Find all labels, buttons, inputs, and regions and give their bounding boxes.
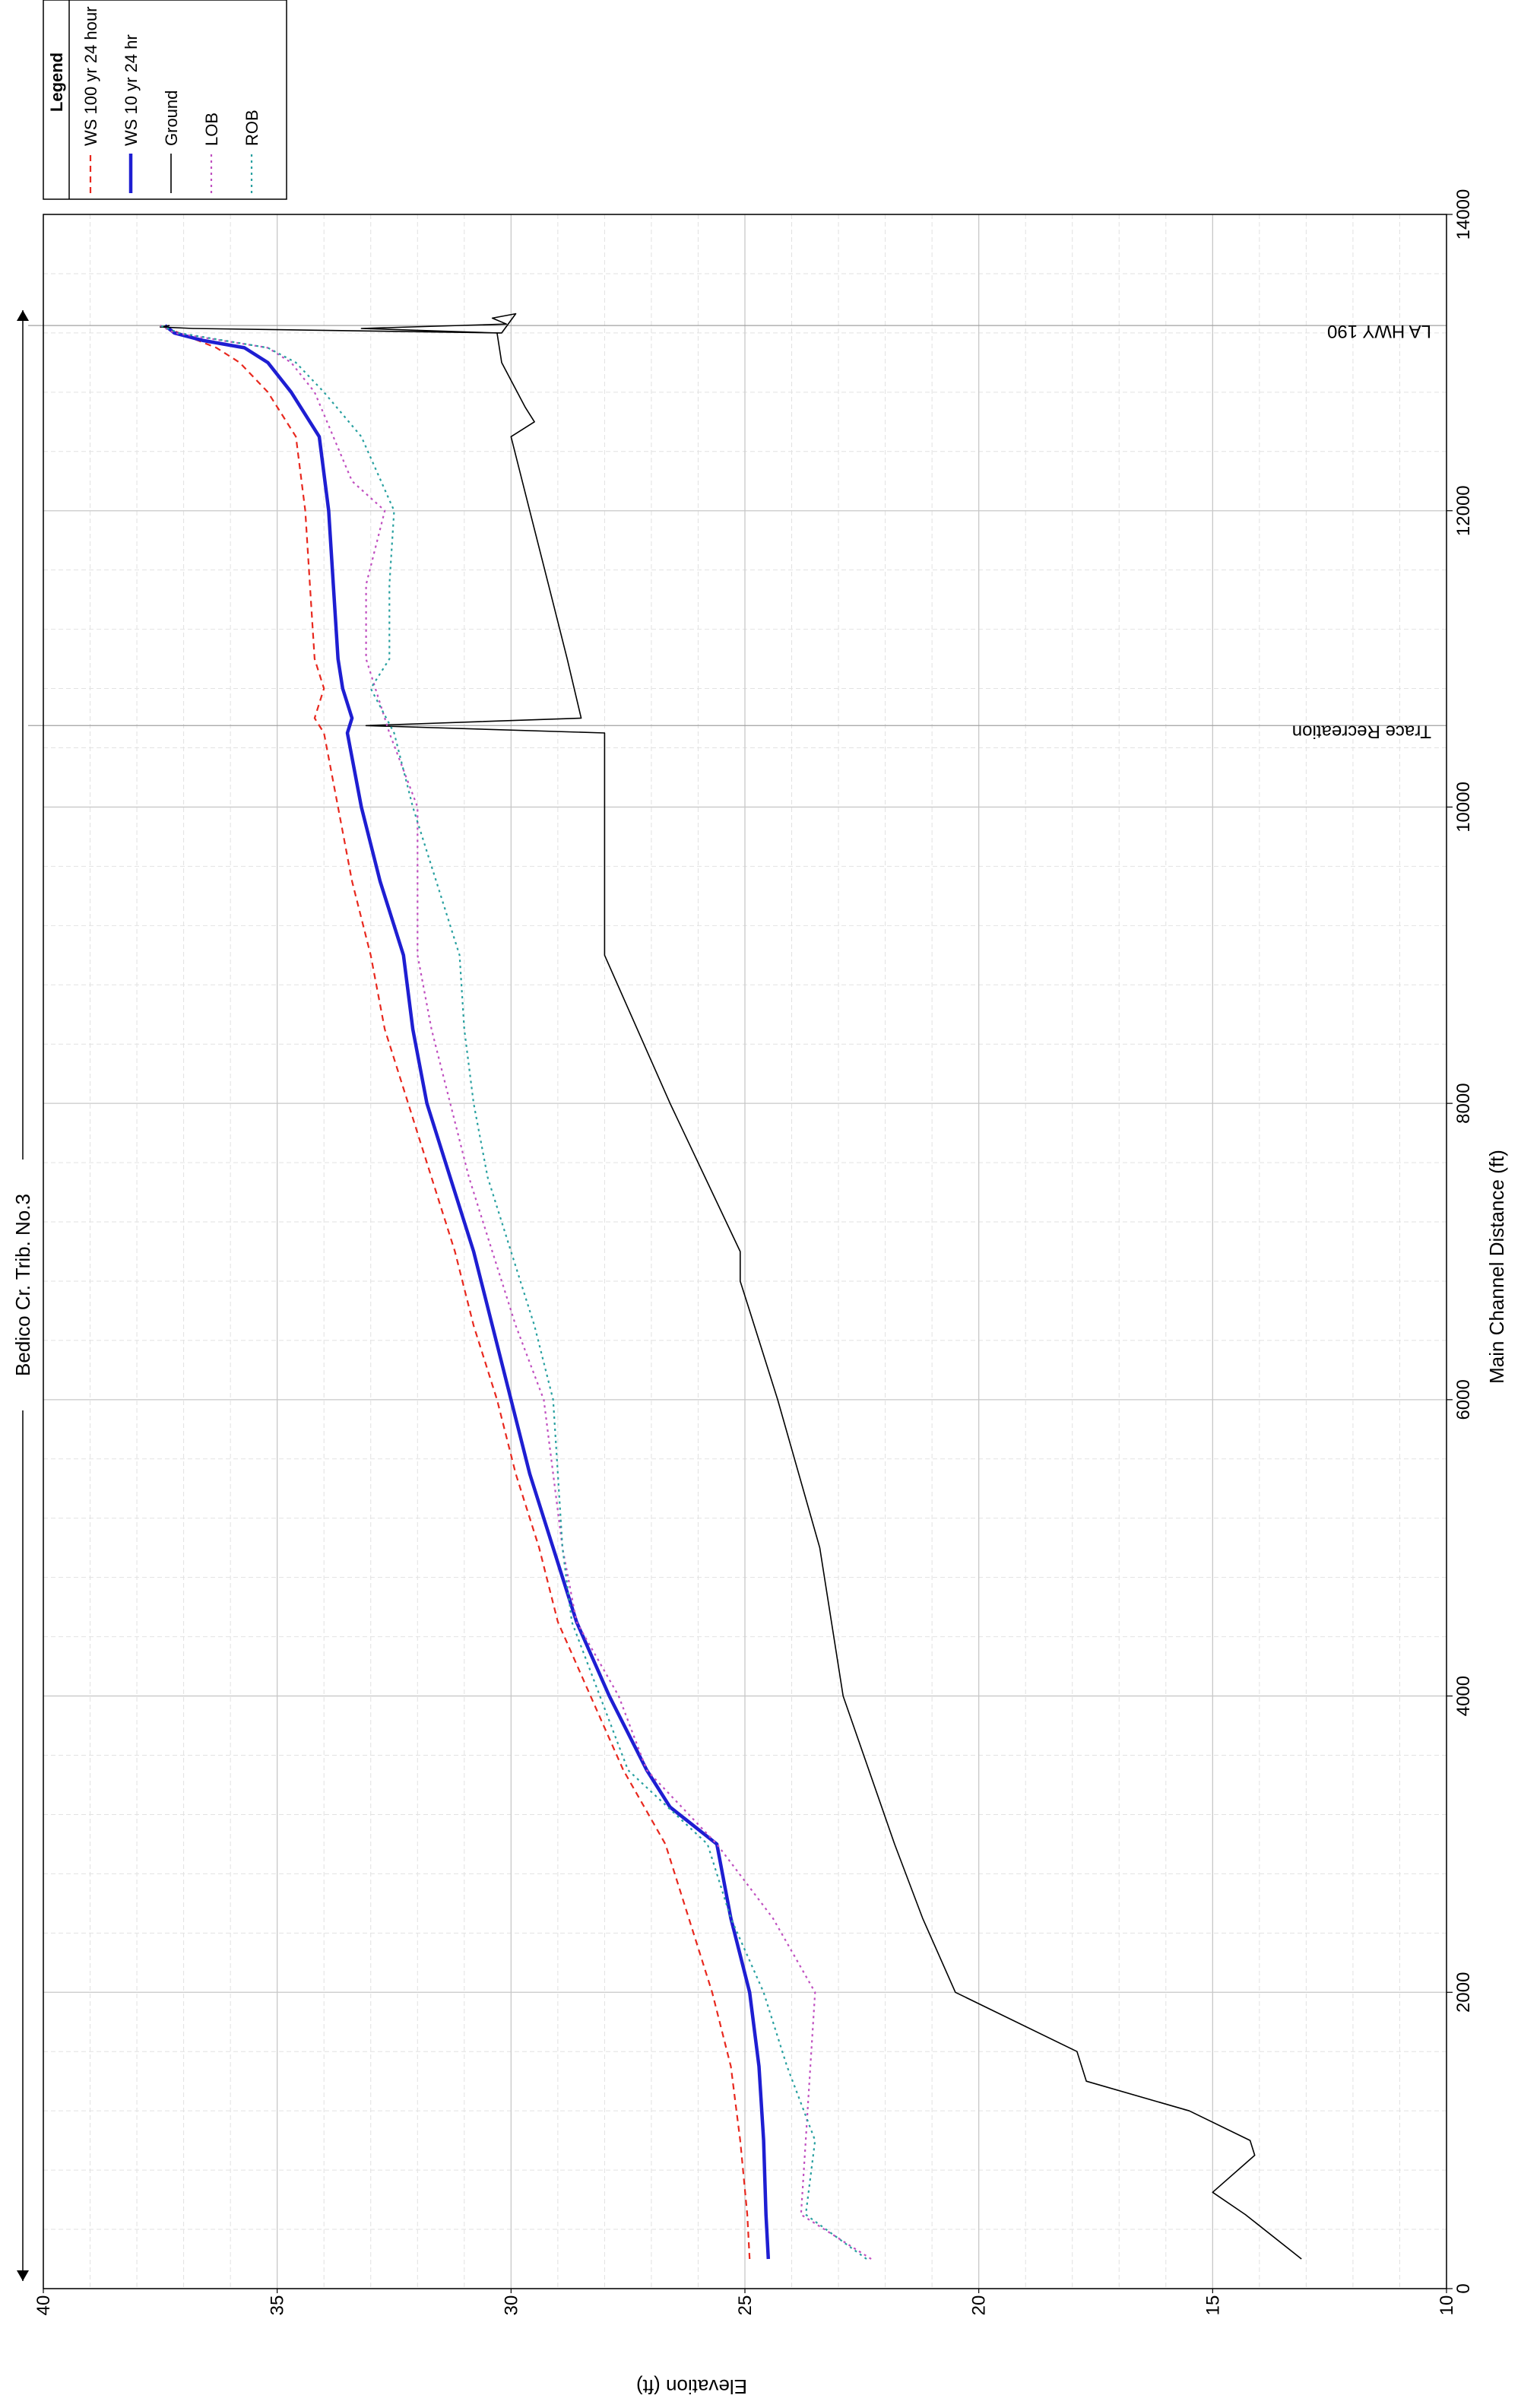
y-tick-label: 30	[501, 2295, 521, 2316]
y-axis-label: Elevation (ft)	[636, 2375, 747, 2398]
y-tick-label: 25	[735, 2295, 756, 2316]
series-ws-10-yr-24-hr	[163, 324, 771, 2260]
structure-label: LA HWY 190	[1327, 321, 1431, 341]
legend-title: Legend	[47, 52, 66, 112]
legend-entry-label: Ground	[162, 90, 181, 146]
x-tick-label: 14000	[1453, 189, 1474, 240]
title-extent-arrow-end	[17, 2270, 29, 2281]
legend-entry-label: WS 10 yr 24 hr	[122, 34, 141, 146]
title-background	[11, 1160, 34, 1410]
structure-label: Trace Recreation	[1292, 721, 1431, 741]
series-rob	[160, 325, 867, 2260]
x-tick-label: 10000	[1453, 782, 1474, 833]
x-tick-label: 12000	[1453, 485, 1474, 536]
series-ground	[160, 313, 1302, 2260]
chart-title-group: Bedico Cr. Trib. No.3	[11, 310, 34, 2281]
title-extent-arrow-start	[17, 310, 29, 321]
y-tick-label: 20	[969, 2295, 990, 2316]
x-tick-label: 4000	[1453, 1676, 1474, 1716]
series-ws-100-yr-24-hour	[160, 325, 751, 2260]
x-tick-label: 8000	[1453, 1083, 1474, 1123]
x-tick-label: 2000	[1453, 1972, 1474, 2013]
legend: Legend WS 100 yr 24 hour WS 10 yr 24 hr Gr…	[43, 0, 287, 200]
series-lob	[160, 325, 872, 2260]
legend-items: WS 100 yr 24 hour WS 10 yr 24 hr Ground LOB…	[81, 7, 261, 193]
y-tick-label: 35	[268, 2295, 288, 2316]
y-tick-label: 15	[1203, 2295, 1223, 2316]
y-tick-label: 40	[33, 2295, 54, 2316]
legend-entry-label: LOB	[202, 113, 221, 146]
x-tick-label: 0	[1453, 2283, 1474, 2293]
legend-entry-label: WS 100 yr 24 hour	[81, 7, 100, 146]
legend-box	[43, 0, 287, 200]
x-tick-label: 6000	[1453, 1379, 1474, 1420]
chart-title: Bedico Cr. Trib. No.3	[11, 1194, 34, 1376]
legend-entry-label: ROB	[242, 109, 261, 146]
x-axis-label: Main Channel Distance (ft)	[1485, 1150, 1508, 1384]
series-layer	[160, 313, 1302, 2260]
tick-labels: 0 2000 4000 6000 8000 10000 12000 14000 10 15 20 25…	[33, 189, 1474, 2316]
y-tick-label: 10	[1437, 2295, 1457, 2316]
structure-markers: Trace Recreation LA HWY 190	[28, 321, 1447, 741]
